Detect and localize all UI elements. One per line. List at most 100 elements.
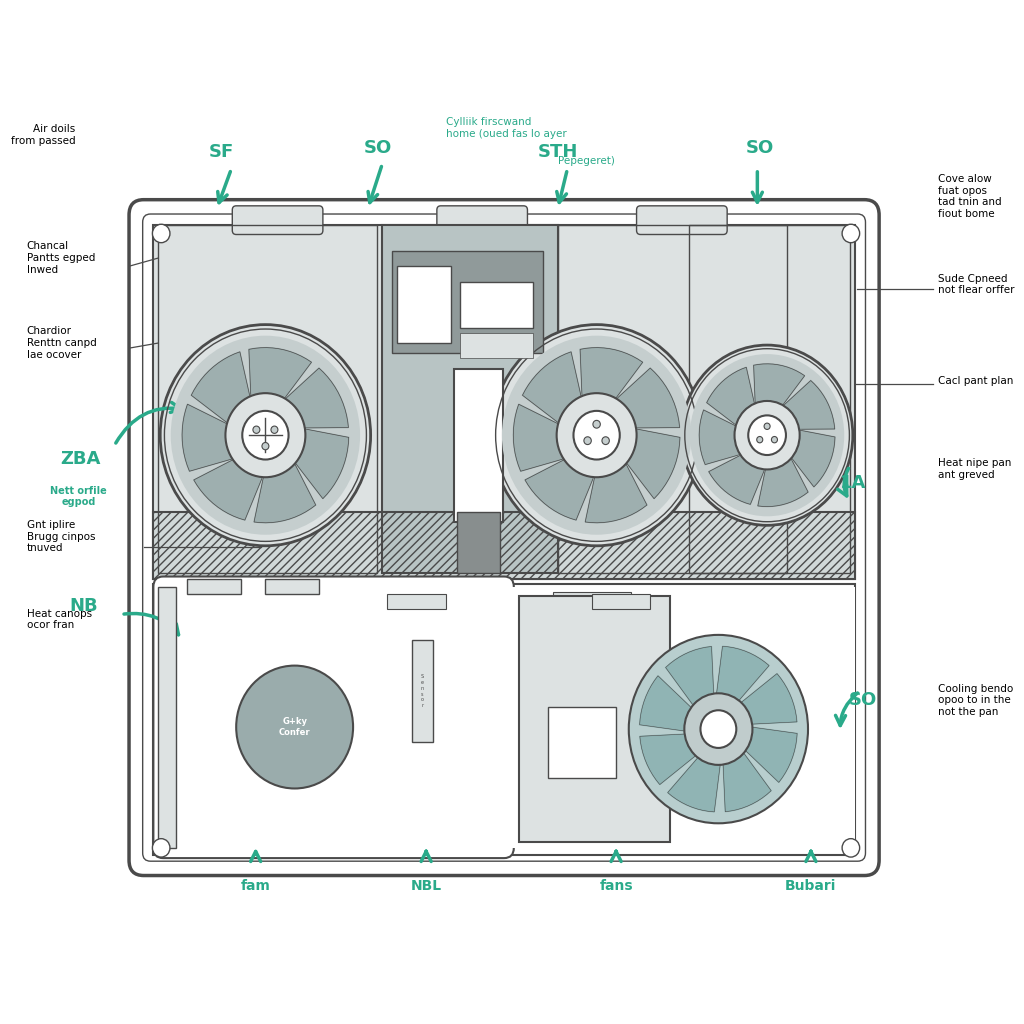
Polygon shape [745,727,797,782]
Bar [154,225,855,579]
Bar [509,587,855,848]
Circle shape [160,325,371,546]
FancyBboxPatch shape [129,200,880,876]
Bar [154,584,855,855]
Circle shape [225,393,305,477]
Polygon shape [182,404,232,471]
Polygon shape [699,410,740,465]
Bar [154,225,855,579]
Text: S
e
n
s
o
r: S e n s o r [421,674,424,709]
Text: Cacl pant plan: Cacl pant plan [938,376,1013,386]
Bar [412,640,433,742]
Bar [592,594,650,609]
Bar [519,596,670,842]
Text: SO: SO [364,139,391,158]
Polygon shape [640,734,695,784]
Text: Nett orfile
egpod: Nett orfile egpod [50,485,106,508]
Text: SO: SO [849,691,877,710]
Bar [392,251,543,353]
Text: Bubari: Bubari [785,879,837,893]
Bar [458,512,500,573]
Circle shape [153,224,170,243]
Bar [548,707,616,778]
FancyBboxPatch shape [437,206,527,234]
Bar [159,225,378,573]
Text: Gnt iplire
Brugg cinpos
tnuved: Gnt iplire Brugg cinpos tnuved [27,520,95,553]
Polygon shape [709,456,765,505]
Circle shape [271,426,278,433]
Bar [159,587,176,848]
Bar [387,594,445,609]
Text: Chancal
Pantts egped
lnwed: Chancal Pantts egped lnwed [27,242,95,274]
Polygon shape [707,368,755,425]
FancyBboxPatch shape [154,577,514,858]
Polygon shape [249,347,311,398]
Circle shape [734,401,800,469]
Bar [382,225,558,573]
Polygon shape [640,676,691,731]
Polygon shape [666,646,714,706]
Circle shape [684,693,753,765]
Circle shape [492,325,701,546]
Polygon shape [616,368,680,428]
Circle shape [602,437,609,444]
Polygon shape [792,430,835,486]
Circle shape [681,345,853,525]
Bar [553,592,631,609]
Circle shape [153,839,170,857]
Bar [397,266,451,343]
Polygon shape [295,429,349,499]
Text: G+ky
Confer: G+ky Confer [279,718,310,736]
Text: Cooling bendo
opoo to in the
not the pan: Cooling bendo opoo to in the not the pan [938,684,1013,717]
Text: Air doils
from passed: Air doils from passed [11,124,76,146]
Bar [558,225,786,573]
Text: fans: fans [599,879,633,893]
Circle shape [842,839,859,857]
Polygon shape [286,368,348,428]
Polygon shape [783,381,835,429]
Circle shape [764,423,770,429]
Polygon shape [581,347,643,398]
Bar [265,579,319,594]
Polygon shape [754,364,805,406]
Circle shape [557,393,637,477]
Polygon shape [668,758,720,812]
Circle shape [584,437,591,444]
Text: Sude Cpneed
not flear orffer: Sude Cpneed not flear orffer [938,273,1014,296]
Circle shape [842,224,859,243]
Text: Heat nipe pan
ant greved: Heat nipe pan ant greved [938,458,1011,480]
Text: NBL: NBL [411,879,441,893]
Polygon shape [525,460,594,520]
Polygon shape [254,464,315,523]
Polygon shape [513,404,563,471]
Text: SF: SF [209,142,234,161]
Circle shape [573,411,620,460]
Polygon shape [741,674,797,724]
Text: ZBA: ZBA [60,450,100,468]
Polygon shape [717,646,769,700]
Polygon shape [758,459,808,507]
Circle shape [629,635,808,823]
FancyBboxPatch shape [232,206,323,234]
Circle shape [771,436,777,442]
Text: Cove alow
fuat opos
tad tnin and
fiout bome: Cove alow fuat opos tad tnin and fiout b… [938,174,1001,219]
Circle shape [757,436,763,442]
Polygon shape [194,460,262,520]
Circle shape [502,336,691,535]
Polygon shape [191,352,250,423]
Text: 1A: 1A [840,474,866,493]
Circle shape [700,711,736,748]
Text: Cylliik firscwand
home (oued fas lo ayer: Cylliik firscwand home (oued fas lo ayer [445,117,566,139]
Polygon shape [586,464,647,523]
Circle shape [593,421,600,428]
Bar [187,579,241,594]
Bar [689,225,850,573]
Bar [455,369,503,522]
Circle shape [749,416,786,455]
Text: Pepegeret): Pepegeret) [558,156,614,166]
Text: SO: SO [746,139,774,158]
Polygon shape [723,753,771,812]
Text: STH: STH [538,142,578,161]
Circle shape [237,666,353,788]
Text: Chardior
Renttn canpd
lae ocover: Chardior Renttn canpd lae ocover [27,327,96,359]
